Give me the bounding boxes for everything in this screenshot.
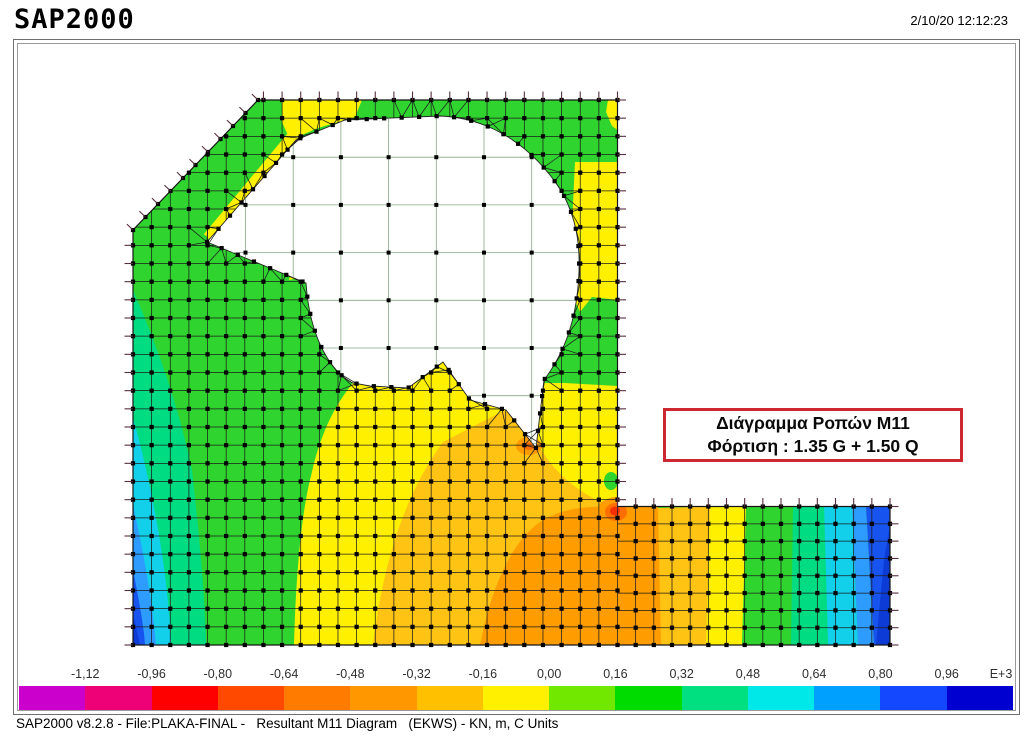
legend-tick-label: 0,80 [868, 667, 893, 681]
legend-tick-label: -0,48 [336, 667, 365, 681]
legend-tick-label: 0,48 [735, 667, 761, 681]
legend-segment [416, 686, 483, 710]
reference-grid-nodes [243, 155, 534, 398]
legend-segment [681, 686, 748, 710]
legend-segment [814, 686, 881, 710]
drawing-frame [13, 39, 1020, 715]
legend-segment [747, 686, 815, 710]
annotation-load-case: Φόρτιση : 1.35 G + 1.50 Q [707, 436, 919, 456]
drawing-frame-inner [17, 43, 1016, 711]
legend-segment [615, 686, 682, 710]
legend-color-bar [19, 686, 1013, 710]
legend-segment [19, 686, 86, 710]
legend-tick-label: -0,16 [468, 667, 498, 681]
legend-segment [549, 686, 616, 710]
legend-segment [482, 686, 550, 710]
legend-tick-label: 0,64 [802, 667, 827, 681]
legend-tick-label: -0,96 [137, 667, 166, 681]
legend-segment [880, 686, 947, 710]
legend-segment [85, 686, 152, 710]
app-logo: SAP2000 [14, 4, 135, 35]
legend-exponent-label: E+3 [989, 667, 1013, 681]
legend-segment [350, 686, 417, 710]
legend-tick-label: 0,96 [934, 667, 959, 681]
legend-tick-label: 0,00 [536, 667, 562, 681]
status-bar: SAP2000 v8.2.8 - File:PLAKA-FINAL - Resu… [16, 716, 558, 731]
legend-tick-label: 0,32 [669, 667, 694, 681]
legend-tick-label: -0,64 [269, 667, 299, 681]
legend-segment [284, 686, 351, 710]
legend-tick-labels: -1,12 -0,96 -0,80 -0,64 -0,48 -0,32 -0,16 0,00 0… [19, 667, 1013, 683]
annotation-box: Διάγραμμα Ροπών Μ11 Φόρτιση : 1.35 G + 1… [663, 408, 963, 462]
annotation-title: Διάγραμμα Ροπών Μ11 [716, 413, 910, 433]
legend-segment [217, 686, 285, 710]
legend-tick-label: -1,12 [71, 667, 100, 681]
legend-segment [946, 686, 1013, 710]
legend-tick-label: -0,32 [402, 667, 431, 681]
legend-segment [151, 686, 218, 710]
status-text: SAP2000 v8.2.8 - File:PLAKA-FINAL - Resu… [16, 716, 559, 731]
legend-tick-label: -0,80 [203, 667, 233, 681]
legend-tick-label: 0,16 [603, 667, 628, 681]
support-ticks [124, 91, 899, 646]
timestamp: 2/10/20 12:12:23 [910, 13, 1008, 28]
